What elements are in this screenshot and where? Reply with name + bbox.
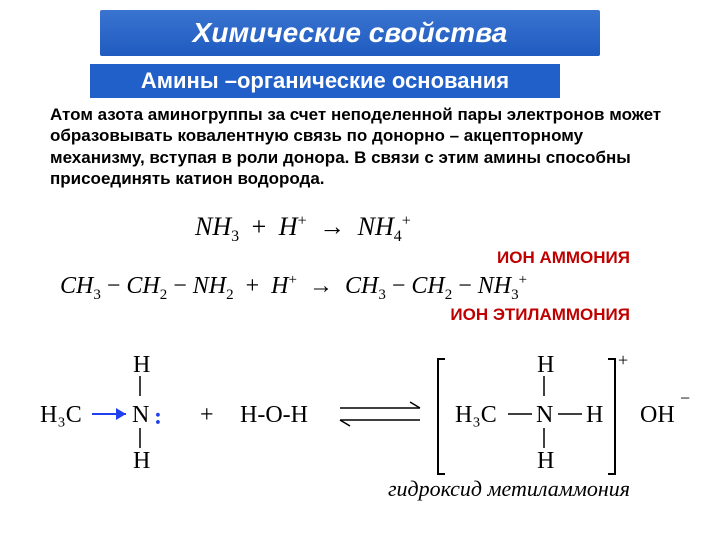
eq1-sub4: 4 <box>394 228 402 245</box>
body-text: Атом азота аминогруппы за счет неподелен… <box>50 104 670 189</box>
d-n-l: N <box>132 402 149 428</box>
eq2-d3: − <box>386 273 412 299</box>
eq2-ch2a: CH <box>126 273 159 299</box>
lone-pair: : <box>154 404 162 430</box>
eq2-ch2b: CH <box>411 273 444 299</box>
bracket-plus: + <box>618 350 628 370</box>
eq2-rs3: 3 <box>511 287 519 303</box>
d-oh: OH <box>640 402 675 428</box>
eq-bot-head <box>340 420 350 426</box>
eq2-nh2: NH <box>193 273 226 299</box>
eq2-nh3: NH <box>478 273 511 299</box>
eq1-arrow: → <box>313 212 351 242</box>
eq2-ch3b: CH <box>345 273 378 299</box>
eq2-rs1: 3 <box>378 287 386 303</box>
label-ethylammonium: ИОН ЭТИЛАММОНИЯ <box>450 305 630 325</box>
eq2-hp: + <box>289 272 297 288</box>
eq2-h: H <box>271 273 288 299</box>
eq1-h: H <box>279 212 298 241</box>
subtitle: Амины –органические основания <box>90 64 560 98</box>
eq2-s1: 3 <box>93 287 101 303</box>
bracket-right <box>608 359 615 474</box>
label-ammonium: ИОН АММОНИЯ <box>497 248 630 268</box>
eq2-d1: − <box>101 273 127 299</box>
d-minus: − <box>680 388 690 408</box>
eq1-sup: + <box>402 212 411 229</box>
eq1-nh4: NH <box>358 212 394 241</box>
blue-arrow-head <box>116 408 126 420</box>
d-plus: + <box>200 402 214 428</box>
d-h-up-l: H <box>133 352 150 378</box>
d-n-r: N <box>536 402 553 428</box>
d-hoh: H-O-H <box>240 402 308 428</box>
eq1-sub3: 3 <box>231 228 239 245</box>
eq2-arrow: → <box>303 273 339 300</box>
d-h3c-r: H₃C <box>455 402 497 428</box>
eq2-rp: + <box>519 272 527 288</box>
eq2-d4: − <box>452 273 478 299</box>
eq2-ch3a: CH <box>60 273 93 299</box>
page-title: Химические свойства <box>100 10 600 56</box>
d-h-up-r: H <box>537 352 554 378</box>
reaction-diagram: H₃C N H H : + H-O-H H₃C N H H H + OH − <box>0 334 720 494</box>
eq1-nh: NH <box>195 212 231 241</box>
bracket-left <box>438 359 445 474</box>
eq2-plus: + <box>240 273 266 299</box>
eq2-s3: 2 <box>226 287 234 303</box>
eq1-plus: + <box>246 212 273 241</box>
equation-ammonia: NH3 + H+ → NH4+ <box>195 212 411 246</box>
eq1-hplus: + <box>298 212 307 229</box>
diagram-caption: гидроксид метиламмония <box>388 476 630 502</box>
d-h-dn-r: H <box>537 448 554 474</box>
d-h-right: H <box>586 402 603 428</box>
eq2-d2: − <box>167 273 193 299</box>
d-h3c-l: H₃C <box>40 402 82 428</box>
eq-top-head <box>410 402 420 408</box>
d-h-dn-l: H <box>133 448 150 474</box>
equation-ethylamine: CH3 − CH2 − NH2 + H+ → CH3 − CH2 − NH3+ <box>60 272 527 304</box>
